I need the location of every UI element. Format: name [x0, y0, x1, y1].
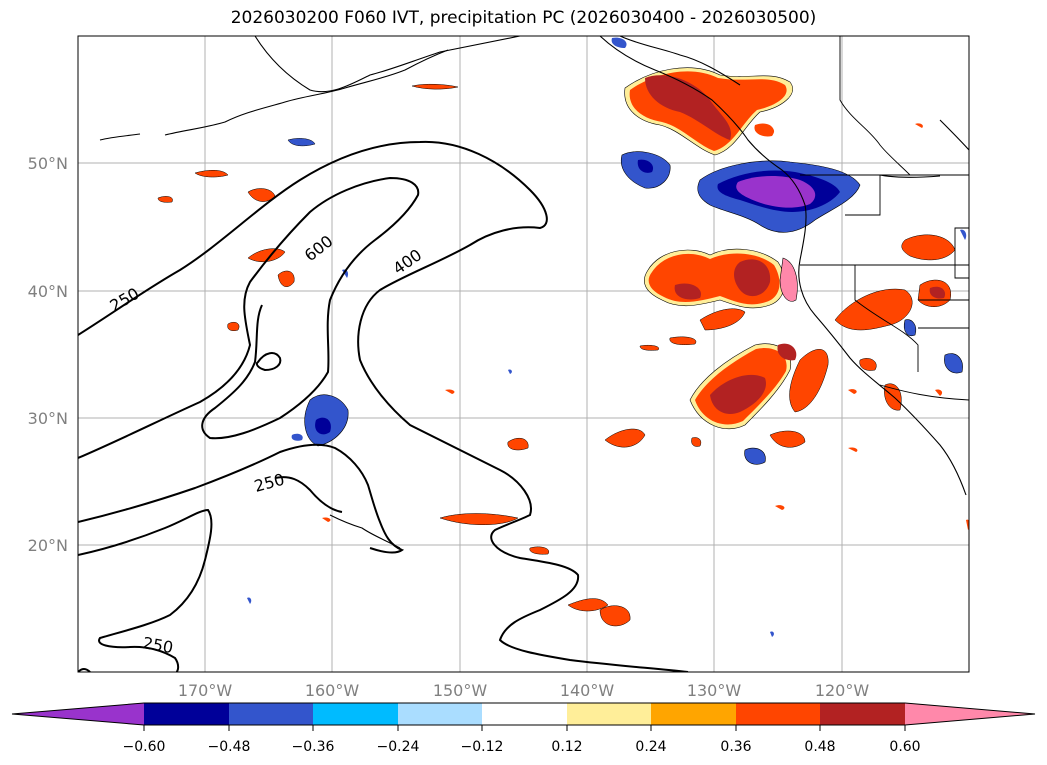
map-title: 2026030200 F060 IVT, precipitation PC (2… [230, 8, 817, 28]
colorbar-bin [482, 703, 567, 725]
latitude-labels: 50°N 40°N 30°N 20°N [28, 154, 68, 555]
colorbar-bin [144, 703, 229, 725]
colorbar-bin [820, 703, 905, 725]
lon-label-120w: 120°W [815, 681, 870, 700]
colorbar: −0.60 −0.48 −0.36 −0.24 −0.12 0.12 0.24 … [11, 702, 1036, 755]
lat-label-40n: 40°N [28, 282, 68, 301]
colorbar-extend-high [905, 703, 1035, 725]
colorbar-bin [229, 703, 313, 725]
political-borders [800, 36, 969, 401]
colorbar-ticks [143, 725, 906, 731]
longitude-labels: 170°W 160°W 150°W 140°W 130°W 120°W [178, 681, 870, 700]
colorbar-bin [313, 703, 398, 725]
lat-label-20n: 20°N [28, 536, 68, 555]
colorbar-bin [736, 703, 820, 725]
lon-label-170w: 170°W [178, 681, 233, 700]
lon-label-150w: 150°W [433, 681, 488, 700]
colorbar-tick-label: 0.36 [720, 739, 751, 755]
lon-label-160w: 160°W [305, 681, 360, 700]
colorbar-tick-label: −0.12 [461, 739, 504, 755]
colorbar-bin [651, 703, 736, 725]
map-panel [78, 36, 969, 672]
coastlines [99, 36, 969, 549]
colorbar-extend-low [12, 703, 144, 725]
colorbar-tick-label: 0.48 [804, 739, 835, 755]
colorbar-bin [567, 703, 651, 725]
lon-label-140w: 140°W [560, 681, 615, 700]
graticule [78, 36, 969, 672]
colorbar-bin [398, 703, 482, 725]
colorbar-tick-label: −0.48 [208, 739, 251, 755]
lat-label-50n: 50°N [28, 154, 68, 173]
map-frame [77, 35, 970, 673]
ivt-contours [78, 140, 689, 672]
colorbar-tick-label: 0.60 [889, 739, 920, 755]
colorbar-tick-label: −0.36 [292, 739, 335, 755]
colorbar-tick-label: −0.24 [377, 739, 420, 755]
lat-label-30n: 30°N [28, 409, 68, 428]
precip-negative-areas [247, 37, 967, 637]
colorbar-tick-label: 0.12 [551, 739, 582, 755]
lon-label-130w: 130°W [687, 681, 742, 700]
colorbar-tick-label: −0.60 [123, 739, 166, 755]
colorbar-tick-label: 0.24 [635, 739, 666, 755]
precip-positive-areas [157, 67, 969, 627]
